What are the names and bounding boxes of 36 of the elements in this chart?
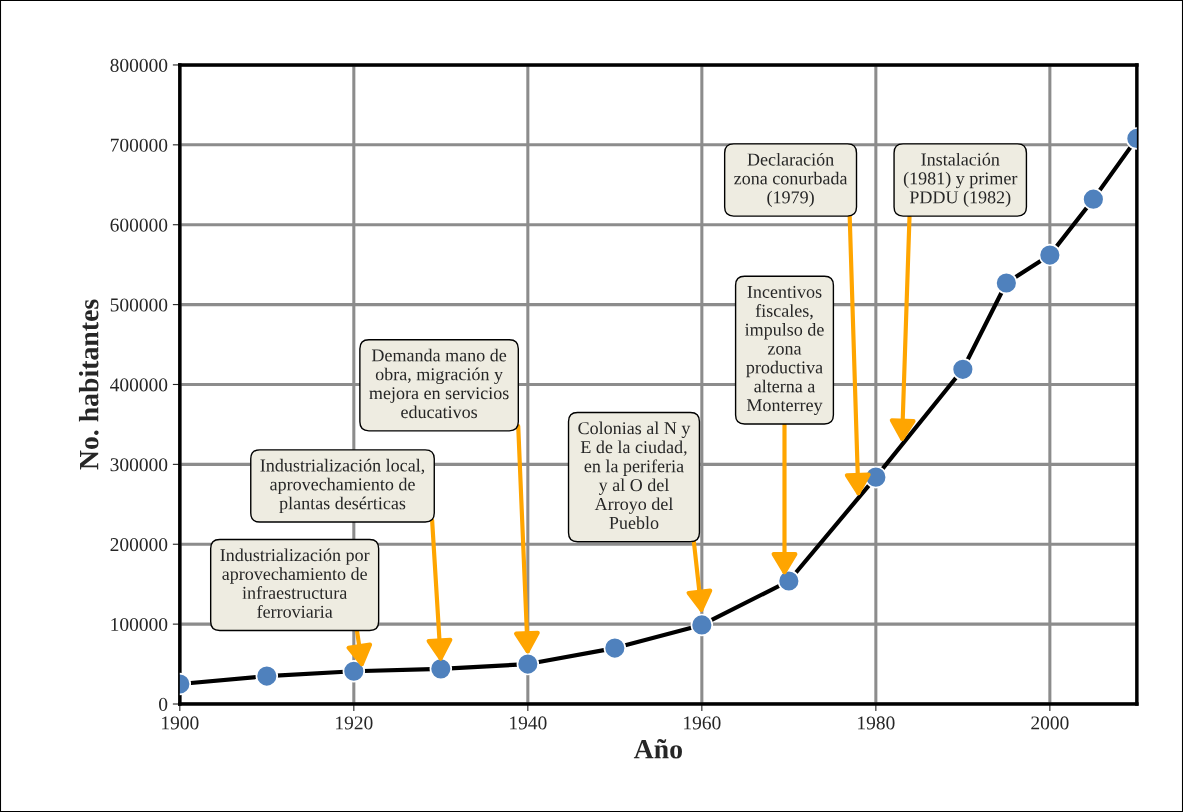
x-tick-label: 2000	[1031, 716, 1069, 730]
point	[255, 664, 279, 688]
annotation: Industrialización por aprovechamiento de infraestructura ferroviaria	[220, 548, 370, 618]
y-tick-label: 100000	[111, 617, 168, 632]
x-tick-label: 1980	[858, 716, 895, 730]
point	[864, 465, 888, 489]
x-tick-label: 1920	[336, 716, 373, 730]
annotation: Incentivos fiscales, impulso de zona productiva alterna a Monterrey	[745, 285, 824, 415]
y-tick-label: 200000	[110, 538, 168, 552]
point	[342, 660, 366, 683]
point	[516, 652, 540, 676]
annotation: Declaración zona conurbada (1979)	[734, 152, 848, 208]
point	[1082, 187, 1105, 211]
y-tick-label: 700000	[110, 138, 168, 152]
point	[603, 636, 627, 660]
annotation: Demanda mano de obra, migración y mejora en servicios educativos	[369, 348, 509, 419]
annotation: Industrialización local, aprovechamiento de plantas desérticas	[260, 458, 425, 514]
annotation: Instalación (1981) y primer PDDU (1982)	[903, 152, 1018, 208]
point	[1038, 243, 1062, 267]
x-tick-label: 1960	[684, 716, 721, 730]
y-axis-title: No. habitantes	[78, 299, 99, 470]
y-tick-label: 600000	[110, 218, 168, 232]
y-tick-label: 300000	[110, 458, 168, 472]
point	[777, 569, 801, 593]
point	[995, 271, 1018, 295]
y-tick-label: 800000	[110, 58, 168, 72]
y-tick-label: 500000	[110, 298, 168, 312]
point	[951, 358, 975, 381]
x-axis-title: Año	[633, 738, 682, 759]
x-tick-label: 1900	[162, 716, 199, 730]
x-tick-label: 1940	[510, 716, 547, 730]
y-tick-label: 0	[159, 697, 168, 711]
point	[429, 657, 453, 681]
annotation: Colonias al N y E de la ciudad, en la periferia y al O del Arroyo del Pueblo	[578, 421, 691, 530]
y-tick-label: 400000	[110, 378, 168, 392]
point	[690, 613, 714, 637]
